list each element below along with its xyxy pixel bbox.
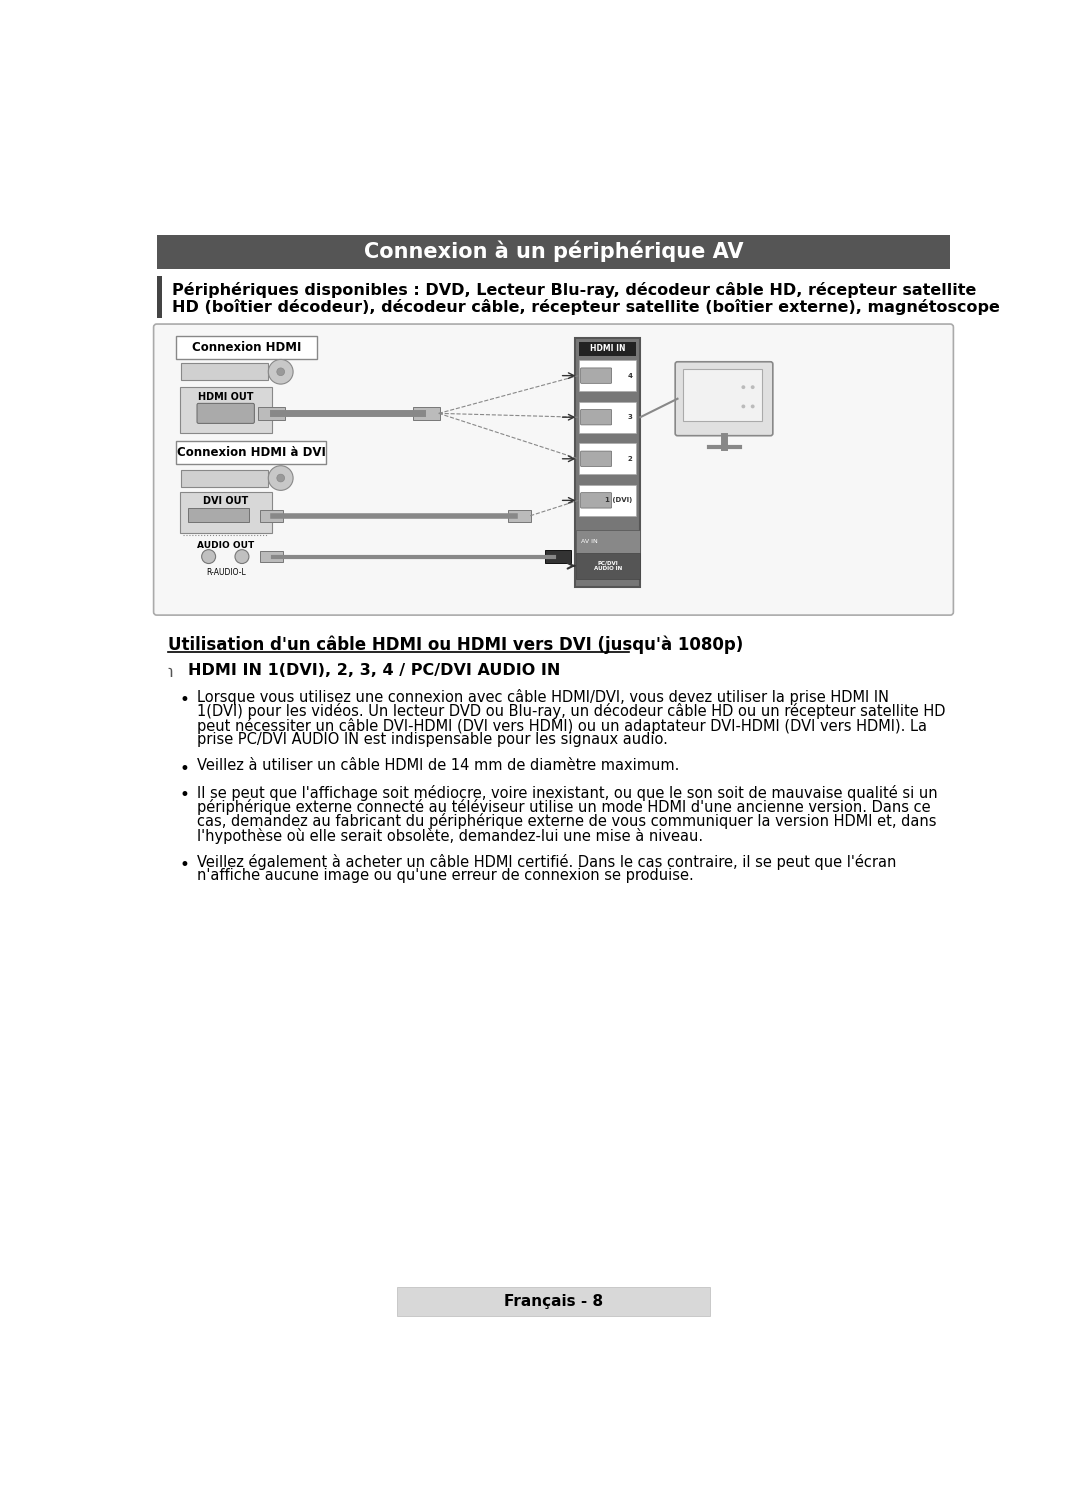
Bar — [157, 276, 162, 318]
Circle shape — [268, 466, 293, 490]
FancyBboxPatch shape — [176, 336, 318, 359]
Text: l'hypothèse où elle serait obsolète, demandez-lui une mise à niveau.: l'hypothèse où elle serait obsolète, dem… — [197, 828, 703, 844]
Text: Français - 8: Français - 8 — [504, 1294, 603, 1309]
FancyBboxPatch shape — [579, 486, 636, 515]
FancyBboxPatch shape — [579, 444, 636, 474]
Text: 1 (DVI): 1 (DVI) — [605, 498, 633, 503]
Text: Lorsque vous utilisez une connexion avec câble HDMI/DVI, vous devez utiliser la : Lorsque vous utilisez une connexion avec… — [197, 689, 889, 705]
Text: PC/DVI
AUDIO IN: PC/DVI AUDIO IN — [594, 560, 622, 571]
FancyBboxPatch shape — [180, 363, 268, 381]
Text: 4: 4 — [627, 372, 633, 378]
FancyBboxPatch shape — [397, 1286, 710, 1316]
FancyBboxPatch shape — [579, 342, 636, 356]
FancyBboxPatch shape — [545, 550, 571, 563]
FancyBboxPatch shape — [579, 360, 636, 391]
Circle shape — [751, 405, 755, 408]
Text: n'affiche aucune image ou qu'une erreur de connexion se produise.: n'affiche aucune image ou qu'une erreur … — [197, 868, 693, 883]
FancyBboxPatch shape — [180, 387, 272, 433]
FancyBboxPatch shape — [176, 441, 326, 465]
Circle shape — [276, 474, 284, 483]
FancyBboxPatch shape — [180, 492, 272, 533]
Text: Veillez à utiliser un câble HDMI de 14 mm de diamètre maximum.: Veillez à utiliser un câble HDMI de 14 m… — [197, 759, 679, 774]
Text: périphérique externe connecté au téléviseur utilise un mode HDMI d'une ancienne : périphérique externe connecté au télévis… — [197, 799, 931, 816]
Text: Veillez également à acheter un câble HDMI certifié. Dans le cas contraire, il se: Veillez également à acheter un câble HDM… — [197, 855, 896, 870]
Text: •: • — [180, 690, 190, 708]
Text: AV IN: AV IN — [581, 539, 597, 544]
FancyBboxPatch shape — [153, 324, 954, 616]
FancyBboxPatch shape — [581, 368, 611, 384]
Text: peut nécessiter un câble DVI-HDMI (DVI vers HDMI) ou un adaptateur DVI-HDMI (DVI: peut nécessiter un câble DVI-HDMI (DVI v… — [197, 717, 927, 734]
FancyBboxPatch shape — [258, 408, 284, 420]
Text: •: • — [180, 760, 190, 778]
Text: HDMI IN 1(DVI), 2, 3, 4 / PC/DVI AUDIO IN: HDMI IN 1(DVI), 2, 3, 4 / PC/DVI AUDIO I… — [188, 663, 561, 678]
FancyBboxPatch shape — [576, 553, 639, 578]
Text: 2: 2 — [627, 456, 633, 462]
Text: ℩: ℩ — [167, 663, 173, 681]
Text: HD (boîtier décodeur), décodeur câble, récepteur satellite (boîtier externe), ma: HD (boîtier décodeur), décodeur câble, r… — [172, 299, 1000, 315]
FancyBboxPatch shape — [260, 509, 283, 521]
Text: R-AUDIO-L: R-AUDIO-L — [206, 568, 245, 577]
Text: HDMI OUT: HDMI OUT — [198, 393, 254, 402]
Text: Connexion HDMI: Connexion HDMI — [192, 341, 301, 354]
Circle shape — [751, 385, 755, 388]
Circle shape — [268, 360, 293, 384]
FancyBboxPatch shape — [683, 369, 762, 421]
Text: •: • — [180, 786, 190, 804]
FancyBboxPatch shape — [579, 402, 636, 433]
FancyBboxPatch shape — [581, 409, 611, 424]
FancyBboxPatch shape — [675, 362, 773, 436]
Text: Il se peut que l'affichage soit médiocre, voire inexistant, ou que le son soit d: Il se peut que l'affichage soit médiocre… — [197, 784, 937, 801]
Text: Connexion HDMI à DVI: Connexion HDMI à DVI — [177, 447, 326, 459]
Text: 3: 3 — [627, 414, 633, 420]
Circle shape — [742, 405, 745, 408]
Text: Périphériques disponibles : DVD, Lecteur Blu-ray, décodeur câble HD, récepteur s: Périphériques disponibles : DVD, Lecteur… — [172, 282, 976, 297]
Text: DVI OUT: DVI OUT — [203, 496, 248, 506]
Text: Utilisation d'un câble HDMI ou HDMI vers DVI (jusqu'à 1080p): Utilisation d'un câble HDMI ou HDMI vers… — [167, 636, 743, 654]
Circle shape — [276, 368, 284, 375]
Text: cas, demandez au fabricant du périphérique externe de vous communiquer la versio: cas, demandez au fabricant du périphériq… — [197, 813, 936, 829]
Text: •: • — [180, 856, 190, 874]
FancyBboxPatch shape — [581, 451, 611, 466]
Text: prise PC/DVI AUDIO IN est indispensable pour les signaux audio.: prise PC/DVI AUDIO IN est indispensable … — [197, 732, 667, 747]
FancyBboxPatch shape — [576, 338, 640, 587]
FancyBboxPatch shape — [508, 509, 531, 521]
Circle shape — [235, 550, 248, 563]
Circle shape — [742, 385, 745, 388]
FancyBboxPatch shape — [189, 508, 248, 521]
Circle shape — [202, 550, 216, 563]
FancyBboxPatch shape — [576, 530, 639, 554]
FancyBboxPatch shape — [260, 551, 283, 562]
Text: HDMI IN: HDMI IN — [590, 344, 625, 353]
Text: 1(DVI) pour les vidéos. Un lecteur DVD ou Blu-ray, un décodeur câble HD ou un ré: 1(DVI) pour les vidéos. Un lecteur DVD o… — [197, 704, 945, 719]
FancyBboxPatch shape — [581, 493, 611, 508]
Text: Connexion à un périphérique AV: Connexion à un périphérique AV — [364, 241, 743, 263]
FancyBboxPatch shape — [157, 235, 950, 269]
Text: AUDIO OUT: AUDIO OUT — [197, 541, 254, 550]
FancyBboxPatch shape — [180, 469, 268, 487]
FancyBboxPatch shape — [197, 403, 255, 423]
FancyBboxPatch shape — [414, 408, 440, 420]
